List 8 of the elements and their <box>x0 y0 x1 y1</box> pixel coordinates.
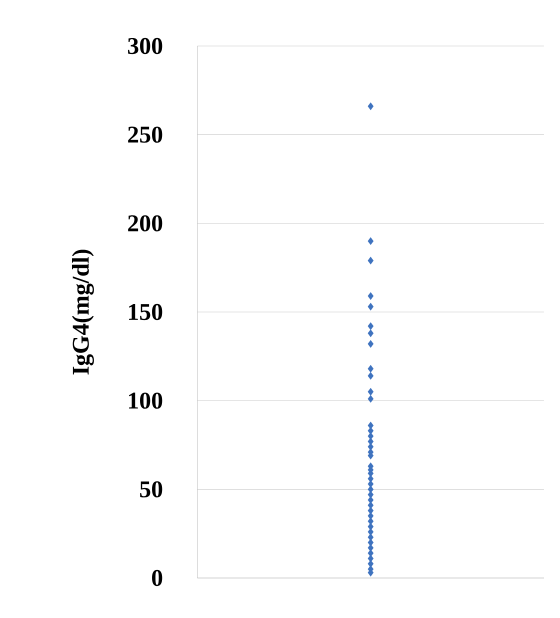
y-tick-label: 250 <box>128 126 162 143</box>
y-tick-label: 300 <box>128 38 162 54</box>
y-axis-title: IgG4(mg/dl) <box>72 250 94 375</box>
y-tick-label: 50 <box>140 481 162 498</box>
y-tick-label: 0 <box>152 570 162 586</box>
y-tick-label: 200 <box>128 215 162 232</box>
y-tick-label: 150 <box>129 304 162 320</box>
y-tick-label: 100 <box>129 392 162 409</box>
